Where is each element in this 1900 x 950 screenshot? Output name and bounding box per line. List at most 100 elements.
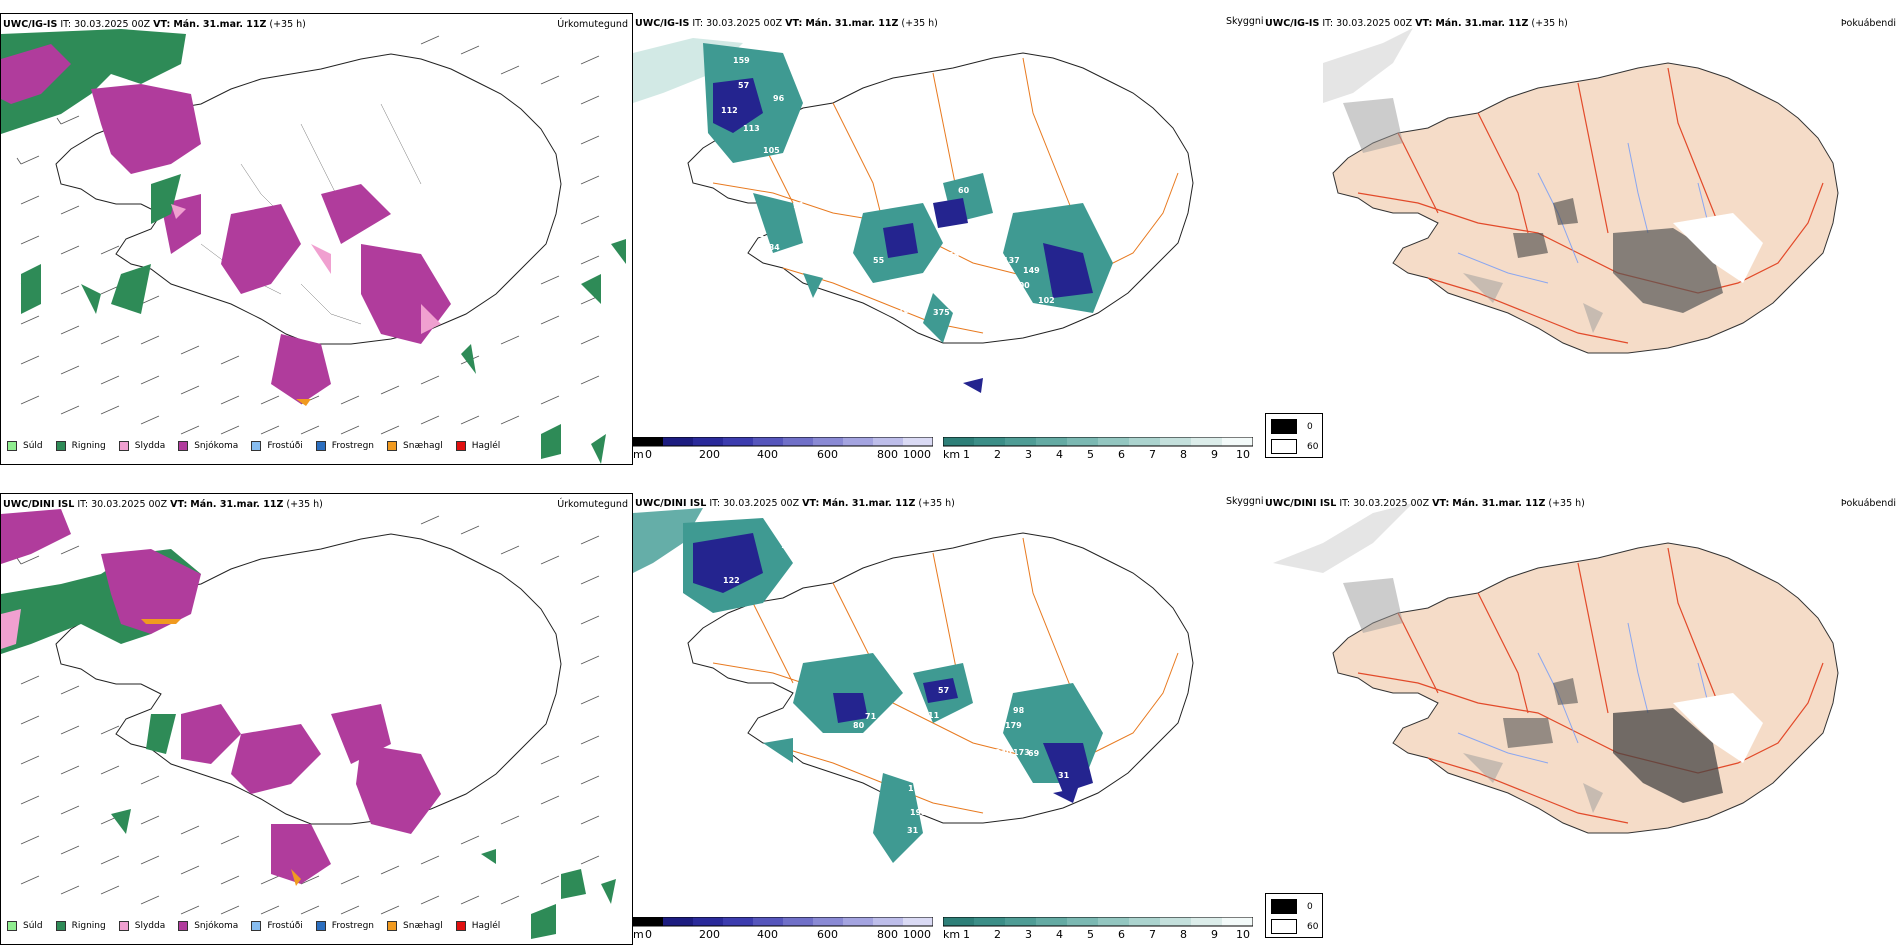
precip-legend-top: Súld Rigning Slydda Snjókoma Frostúði Fr… [7,441,513,451]
legend-swatch [7,441,17,451]
height-label: 149 [1023,266,1040,275]
vis-tick: 10 [1236,928,1250,941]
cloud-legend-label: 0 [1307,901,1313,912]
height-tick: 400 [757,448,778,461]
legend-item-frostudi: Frostúði [251,921,303,931]
cloud-title-top: Þokuábendi [1840,18,1896,29]
cloud-fields-bottom [1343,578,1763,813]
legend-item-rigning: Rigning [55,441,106,451]
precip-title-bottom: Úrkomutegund [557,499,628,510]
legend-label: Súld [23,441,43,451]
legend-label: Frostregn [331,921,375,931]
height-label: 407 [905,341,922,350]
height-label: 80 [728,231,740,240]
height-label: 102 [1038,296,1055,305]
cloud-header-bottom: UWC/DINI ISL IT: 30.03.2025 00Z VT: Mán.… [1265,498,1585,509]
vis-tick: 5 [1087,928,1094,941]
cloud-legend-label: 0 [1307,421,1313,432]
height-scale-top [633,437,933,447]
height-label: 214 [933,351,950,360]
road-network [712,537,1179,814]
cloud-legend-swatch [1271,439,1297,454]
cloud-legend-label: 60 [1307,441,1319,452]
height-label: 173 [1013,748,1030,757]
legend-swatch [178,921,189,931]
legend-label: Snæhagl [403,441,443,451]
vis-panel-top: 159 57 96 112 113 105 11 60 55 55 68 137… [633,13,1264,465]
legend-label: Frostúði [267,921,303,931]
height-scale-bottom [633,917,933,927]
height-label: 11 [793,201,805,210]
height-label: 191 [783,731,800,740]
height-label: 122 [723,576,740,585]
cloud-legend-row: 60 [1271,919,1318,934]
vis-unit: km [943,928,961,941]
precip-legend-bottom: Súld Rigning Slydda Snjókoma Frostúði Fr… [7,921,513,931]
legend-item-haglel: Haglél [455,441,501,451]
height-label: 11 [928,711,940,720]
vis-tick: 5 [1087,448,1094,461]
cloud-title-bottom: Þokuábendi [1840,498,1896,509]
height-label: 866 [818,306,835,315]
legend-swatch [387,921,398,931]
vis-fields-top [703,43,1113,393]
legend-swatch [118,921,129,931]
legend-swatch [55,441,66,451]
vis-tick: 6 [1118,928,1125,941]
height-label: 100 [930,388,947,397]
cloud-legend-top: 0 60 [1265,413,1323,458]
vis-tick: 4 [1056,448,1063,461]
legend-item-slydda: Slydda [118,441,166,451]
height-label: 98 [1013,706,1025,715]
height-label: 159 [733,56,750,65]
height-label: 92 [1011,324,1022,333]
vis-header-bottom: UWC/DINI ISL IT: 30.03.2025 00Z VT: Mán.… [635,498,955,509]
legend-label: Súld [23,921,43,931]
height-label: 240 [995,748,1012,757]
height-tick: 800 [877,928,898,941]
height-tick: 800 [877,448,898,461]
cloud-legend-swatch [1271,419,1297,434]
vis-map-bottom: 103 599 93 122 57 151 176 98 80 196 456 … [633,508,1194,863]
cloud-map-top [1323,28,1839,354]
height-label: 57 [938,686,949,695]
legend-item-snjokoma: Snjókoma [178,441,238,451]
height-label: 69 [1028,749,1040,758]
vis-title-bottom: Skyggni [1226,496,1264,507]
vis-tick: 3 [1025,928,1032,941]
height-tick: 600 [817,928,838,941]
precip-title-top: Úrkomutegund [557,19,628,30]
height-label: 93 [688,606,699,615]
legend-label: Slydda [134,441,166,451]
legend-swatch [455,441,466,451]
height-tick: 1000 [903,928,931,941]
vis-scale-bottom [943,917,1253,927]
precip-panel-bottom: UWC/DINI ISL IT: 30.03.2025 00Z VT: Mán.… [0,493,633,945]
height-label: 60 [958,186,970,195]
height-unit: m [633,928,644,941]
precip-panel-top: UWC/IG-IS IT: 30.03.2025 00Z VT: Mán. 31… [0,13,633,465]
height-label: 179 [1005,721,1022,730]
height-label: 113 [930,829,947,838]
legend-item-sudl: Súld [7,441,43,451]
legend-label: Haglél [471,441,501,451]
height-label: 74 [753,231,765,240]
vis-tick: 8 [1180,928,1187,941]
height-label: 198 [908,784,925,793]
legend-swatch [251,441,262,451]
vis-tick: 9 [1211,448,1218,461]
vis-title-top: Skyggni [1226,16,1264,27]
height-label: 151 [903,696,920,705]
height-label: 31 [907,826,919,835]
cloud-panel-top: UWC/IG-IS IT: 30.03.2025 00Z VT: Mán. 31… [1263,13,1900,465]
height-label: 400 [1013,281,1030,290]
vis-panel-bottom: 103 599 93 122 57 151 176 98 80 196 456 … [633,493,1264,945]
height-label: 103 [781,541,798,550]
legend-label: Snæhagl [403,921,443,931]
height-tick: 400 [757,928,778,941]
height-label: 38 [1058,339,1070,348]
cloud-fields-top [1343,98,1763,333]
legend-swatch [315,921,326,931]
height-label: 112 [721,106,738,115]
cloud-legend-swatch [1271,899,1297,914]
